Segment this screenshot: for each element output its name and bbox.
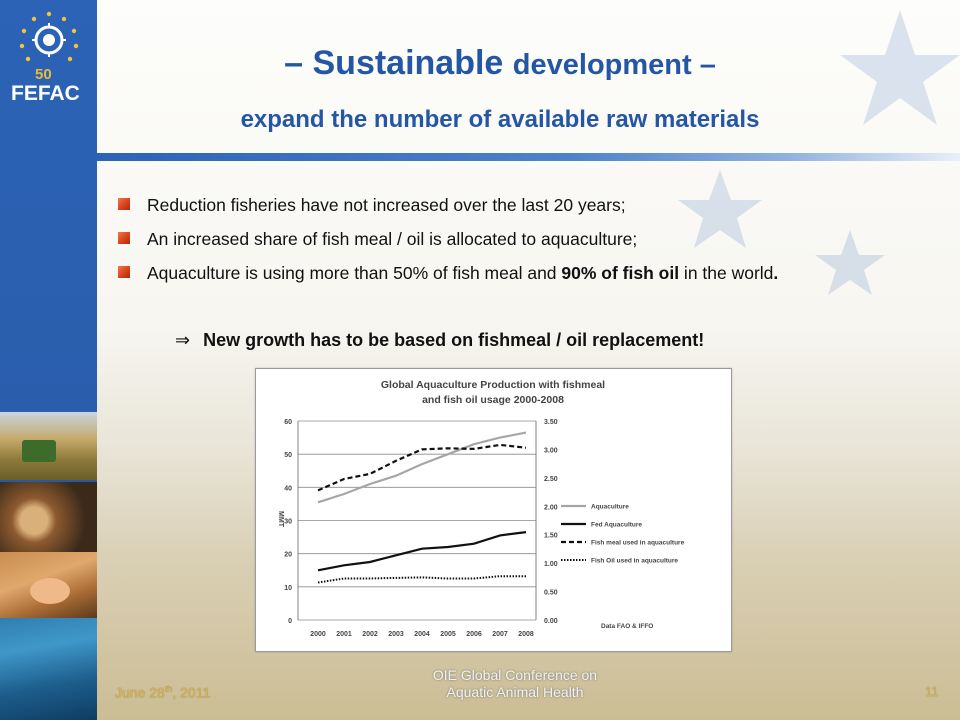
x-tick-label: 2003 (388, 631, 404, 638)
implication-text: New growth has to be based on fishmeal /… (203, 330, 705, 350)
implication-line: ⇒ New growth has to be based on fishmeal… (175, 330, 704, 351)
footer-date: June 28th, 2011 (115, 684, 210, 701)
footer-conference-line-1: OIE Global Conference on (432, 667, 598, 683)
legend-label: Fish Oil used in aquaculture (591, 558, 678, 565)
legend-label: Fish meal used in aquaculture (591, 540, 685, 547)
bullet-list: Reduction fisheries have not increased o… (118, 194, 918, 296)
footer-conference: OIE Global Conference on Aquatic Animal … (400, 667, 630, 701)
title-part-2: development – (512, 49, 716, 81)
y-left-tick-label: 50 (284, 452, 292, 459)
logo-wordmark: FEFAC (11, 82, 80, 105)
x-tick-label: 2007 (492, 631, 508, 638)
y-right-tick-label: 3.00 (544, 447, 558, 454)
pig-figure (30, 578, 70, 604)
bullet-item: An increased share of fish meal / oil is… (118, 228, 918, 250)
feed-pellets-hand-photo (0, 482, 97, 552)
implies-arrow-icon: ⇒ (175, 330, 191, 350)
y-right-tick-label: 0.50 (544, 590, 558, 597)
y-right-tick-label: 1.50 (544, 533, 558, 540)
y-right-tick-label: 3.50 (544, 419, 558, 426)
series-line-fish-oil-used-in-aquaculture (317, 575, 526, 584)
series-line-fish-meal-used-in-aquaculture (317, 443, 527, 492)
bullet-square-icon (118, 232, 130, 244)
bullet-text: An increased share of fish meal / oil is… (147, 229, 638, 249)
slide-subtitle: expand the number of available raw mater… (240, 106, 760, 133)
chart-title-line-2: and fish oil usage 2000-2008 (422, 394, 564, 406)
harvester-figure (22, 440, 56, 462)
y-right-tick-label: 2.50 (544, 476, 558, 483)
x-tick-label: 2001 (336, 631, 352, 638)
bullet-item: Aquaculture is using more than 50% of fi… (118, 262, 918, 284)
bullet-emphasis: 90% of fish oil (561, 263, 680, 283)
y-left-tick-label: 40 (284, 485, 292, 492)
background-star-pattern (678, 10, 960, 295)
x-tick-label: 2005 (440, 631, 456, 638)
x-tick-label: 2008 (518, 631, 534, 638)
y-left-tick-label: 10 (284, 585, 292, 592)
footer-date-ordinal: th (164, 684, 173, 694)
bullet-text: Reduction fisheries have not increased o… (147, 195, 626, 215)
bullet-square-icon (118, 198, 130, 210)
footer-date-suffix: , 2011 (172, 684, 211, 701)
aquaculture-line-chart: Global Aquaculture Production with fishm… (277, 379, 685, 638)
footer-date-prefix: June 28 (115, 684, 165, 701)
y-left-tick-label: 60 (284, 419, 292, 426)
y-right-tick-label: 1.00 (544, 561, 558, 568)
footer-conference-line-2: Aquatic Animal Health (446, 684, 584, 700)
x-tick-label: 2002 (362, 631, 378, 638)
x-tick-label: 2006 (466, 631, 482, 638)
legend-label: Aquaculture (591, 504, 629, 511)
y-right-tick-label: 0.00 (544, 618, 558, 625)
x-tick-label: 2000 (310, 631, 326, 638)
y-left-tick-label: 0 (288, 618, 292, 625)
slide-title: – Sustainable development – (100, 44, 900, 83)
y-left-tick-label: 30 (284, 519, 292, 526)
bullet-text-start: Aquaculture is using more than 50% of fi… (147, 263, 562, 283)
chart-frame: Global Aquaculture Production with fishm… (255, 368, 732, 652)
y-right-tick-label: 2.00 (544, 504, 558, 511)
x-tick-label: 2004 (414, 631, 430, 638)
title-part-1: – Sustainable (284, 44, 504, 82)
y-left-tick-label: 20 (284, 552, 292, 559)
series-line-aquaculture (317, 431, 527, 504)
page-number: 11 (925, 684, 939, 699)
bullet-square-icon (118, 266, 130, 278)
fish-school-photo (0, 618, 97, 720)
chart-title-line-1: Global Aquaculture Production with fishm… (381, 379, 605, 391)
legend-label: Fed Aquaculture (591, 522, 642, 529)
series-line-fed-aquaculture (317, 531, 527, 572)
bullet-period: . (773, 263, 779, 283)
fefac-logo-emblem (19, 11, 79, 62)
title-divider-band (97, 153, 960, 161)
brand-sidebar: 50 FEFAC (0, 0, 97, 720)
y-axis-label: MMT (277, 511, 284, 528)
bullet-item: Reduction fisheries have not increased o… (118, 194, 918, 216)
bullet-text-end: in the world (679, 263, 774, 283)
logo-anniversary-number: 50 (35, 66, 52, 83)
chart-source-note: Data FAO & IFFO (601, 623, 653, 630)
